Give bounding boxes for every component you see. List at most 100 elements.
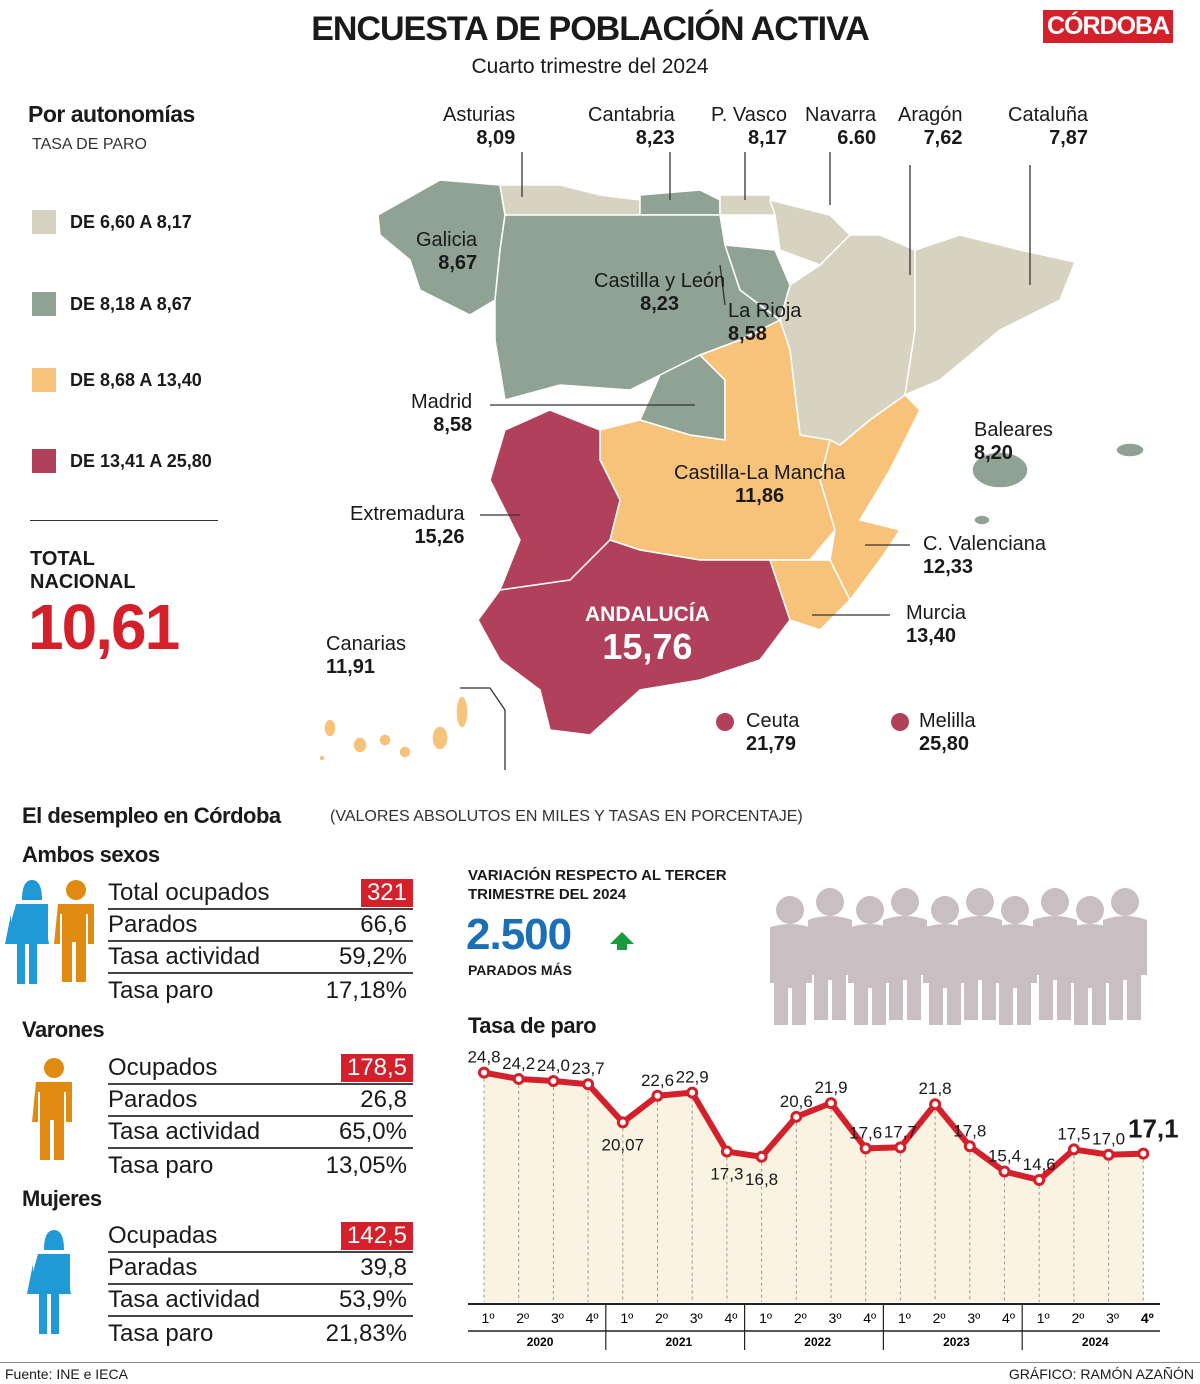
woman-icon xyxy=(5,880,49,984)
data-point xyxy=(547,1075,560,1088)
map-region-canarias xyxy=(398,745,412,759)
data-point xyxy=(582,1078,595,1091)
person-silhouette xyxy=(1033,888,1077,1020)
tick-label: 4º xyxy=(724,1310,737,1326)
map-label: Ceuta 21,79 xyxy=(746,710,799,756)
row-label: Total ocupados xyxy=(108,879,270,906)
data-label: 17,5 xyxy=(1057,1124,1090,1143)
tick-label: 4º xyxy=(1002,1310,1015,1326)
map-region-canarias xyxy=(318,754,326,762)
region-value: 7,62 xyxy=(923,127,963,149)
row-label: Parados xyxy=(108,911,198,938)
page-title: ENCUESTA DE POBLACIÓN ACTIVA xyxy=(311,10,870,48)
table-row: Ocupadas 142,5 xyxy=(108,1221,413,1253)
row-value: 178,5 xyxy=(340,1054,413,1082)
row-label: Tasa paro xyxy=(108,1152,214,1179)
row-label: Ocupados xyxy=(108,1054,218,1081)
region-name: Cantabria xyxy=(588,104,675,126)
logo: CÓRDOBA xyxy=(1043,10,1174,43)
data-point xyxy=(1102,1148,1115,1161)
tick-label: 3º xyxy=(967,1310,980,1326)
region-name: P. Vasco xyxy=(711,104,787,126)
data-point xyxy=(859,1142,872,1155)
legend-label: DE 6,60 A 8,17 xyxy=(70,211,192,232)
tick-label: 3º xyxy=(1106,1310,1119,1326)
map-region-baleares xyxy=(1115,442,1145,458)
tick-label: 1º xyxy=(898,1310,911,1326)
region-name: ANDALUCÍA xyxy=(585,603,710,626)
row-value: 26,8 xyxy=(360,1086,407,1113)
data-label: 21,9 xyxy=(814,1078,847,1097)
row-value: 321 xyxy=(360,879,413,907)
region-value: 13,40 xyxy=(906,625,957,647)
region-name: Castilla-La Mancha xyxy=(674,462,846,484)
row-label: Ocupadas xyxy=(108,1222,218,1249)
tick-label: 2º xyxy=(794,1310,807,1326)
map-region-baleares xyxy=(973,514,991,526)
data-label: 24,2 xyxy=(502,1054,535,1073)
region-name: Galicia xyxy=(416,229,478,251)
person-silhouette xyxy=(923,896,967,1025)
map-label: Cataluña 7,87 xyxy=(1008,104,1088,150)
footer-credit: GRÁFICO: RAMÓN AZAÑÓN xyxy=(1008,1366,1194,1382)
total-label: TOTAL NACIONAL xyxy=(30,548,136,593)
group-title: Varones xyxy=(22,1017,105,1042)
table-row: Tasa actividad 53,9% xyxy=(108,1285,413,1317)
map-dot xyxy=(891,713,909,731)
tick-label: 1º xyxy=(482,1310,495,1326)
data-point xyxy=(929,1098,942,1111)
row-label: Tasa actividad xyxy=(108,1118,261,1145)
tick-label: 3º xyxy=(551,1310,564,1326)
data-label: 20,6 xyxy=(780,1092,813,1111)
man-icon xyxy=(54,880,94,982)
divider xyxy=(30,520,218,521)
crowd-silhouette xyxy=(770,888,1147,1025)
table-row: Tasa actividad 59,2% xyxy=(108,942,413,974)
legend-label: DE 8,68 A 13,40 xyxy=(70,369,202,390)
map-region xyxy=(377,179,506,316)
data-point xyxy=(616,1116,629,1129)
person-silhouette xyxy=(993,896,1037,1025)
person-silhouette xyxy=(1103,888,1147,1020)
region-value: 7,87 xyxy=(1049,127,1089,149)
table-row: Tasa paro 13,05% xyxy=(108,1149,413,1181)
region-value: 8,09 xyxy=(476,127,516,149)
region-value: 8,20 xyxy=(974,442,1013,464)
legend-swatch xyxy=(32,292,56,316)
map-label: Cantabria 8,23 xyxy=(588,104,675,150)
tick-label: 2º xyxy=(933,1310,946,1326)
tick-label: 4º xyxy=(586,1310,599,1326)
data-label: 14,6 xyxy=(1023,1155,1056,1174)
table-row: Parados 26,8 xyxy=(108,1085,413,1117)
region-name: Extremadura xyxy=(350,503,465,525)
data-label: 16,8 xyxy=(745,1170,778,1189)
map-subtitle: TASA DE PARO xyxy=(32,136,147,153)
variation-caption: PARADOS MÁS xyxy=(468,962,572,978)
data-point xyxy=(998,1165,1011,1178)
map-label: Aragón 7,62 xyxy=(898,104,963,150)
tick-label: 3º xyxy=(829,1310,842,1326)
map-label: Melilla 25,80 xyxy=(919,710,976,756)
data-label: 15,4 xyxy=(988,1147,1021,1166)
person-silhouette xyxy=(958,888,1002,1020)
group-title: Ambos sexos xyxy=(22,842,160,867)
variation-value: 2.500 xyxy=(466,910,572,959)
person-silhouette xyxy=(808,888,852,1020)
data-label: 22,9 xyxy=(676,1068,709,1087)
region-value: 6.60 xyxy=(837,127,877,149)
region-name: Castilla y León xyxy=(594,270,726,292)
person-silhouette xyxy=(770,896,812,1025)
person-silhouette xyxy=(883,888,927,1020)
legend-swatch xyxy=(32,368,56,392)
row-value: 17,18% xyxy=(325,977,407,1004)
row-label: Tasa paro xyxy=(108,1320,214,1347)
legend-item: DE 6,60 A 8,17 xyxy=(32,210,192,234)
person-silhouette xyxy=(1068,896,1112,1025)
data-point xyxy=(963,1140,976,1153)
cordoba-title: El desempleo en Córdoba xyxy=(22,803,281,828)
map-label: Galicia 8,67 xyxy=(416,229,477,275)
tick-label: 1º xyxy=(620,1310,633,1326)
row-label: Tasa actividad xyxy=(108,1286,261,1313)
table-row: Parados 66,6 xyxy=(108,910,413,942)
